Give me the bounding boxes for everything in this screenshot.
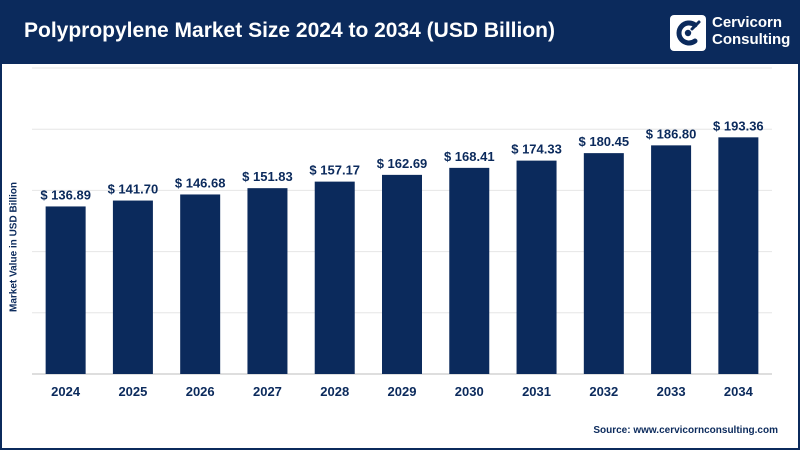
x-tick-2024: 2024 bbox=[51, 384, 81, 399]
data-label-2031: $ 174.33 bbox=[511, 142, 562, 157]
data-label-2025: $ 141.70 bbox=[108, 182, 159, 197]
bar-2032 bbox=[583, 153, 624, 374]
data-label-2029: $ 162.69 bbox=[377, 156, 428, 171]
logo-line-2: Consulting bbox=[712, 31, 791, 48]
x-tick-2025: 2025 bbox=[118, 384, 147, 399]
cervicorn-logo-icon bbox=[670, 15, 706, 51]
x-tick-2033: 2033 bbox=[657, 384, 686, 399]
bar-2030 bbox=[449, 167, 490, 374]
data-label-2026: $ 146.68 bbox=[175, 175, 226, 190]
brand-logo: Cervicorn Consulting bbox=[670, 11, 794, 55]
x-tick-2027: 2027 bbox=[253, 384, 282, 399]
source-note: Source: www.cervicornconsulting.com bbox=[593, 425, 778, 436]
bar-2025 bbox=[112, 200, 153, 374]
bar-2033 bbox=[651, 145, 692, 374]
x-tick-2034: 2034 bbox=[724, 384, 754, 399]
data-label-2028: $ 157.17 bbox=[309, 163, 360, 178]
data-label-2033: $ 186.80 bbox=[646, 126, 697, 141]
x-tick-2031: 2031 bbox=[522, 384, 551, 399]
bar-2031 bbox=[516, 160, 557, 374]
logo-text: Cervicorn Consulting bbox=[712, 14, 790, 48]
data-label-2027: $ 151.83 bbox=[242, 169, 293, 184]
bar-2026 bbox=[180, 194, 221, 374]
bar-2029 bbox=[382, 174, 422, 374]
logo-line-1: Cervicorn bbox=[712, 14, 783, 31]
chart-title: Polypropylene Market Size 2024 to 2034 (… bbox=[24, 19, 555, 42]
bar-2024 bbox=[45, 206, 86, 374]
bar-2027 bbox=[247, 188, 288, 374]
bar-2034 bbox=[718, 137, 759, 374]
x-tick-2026: 2026 bbox=[186, 384, 215, 399]
header-bar: Polypropylene Market Size 2024 to 2034 (… bbox=[2, 2, 798, 64]
x-tick-2030: 2030 bbox=[455, 384, 484, 399]
data-label-2030: $ 168.41 bbox=[444, 149, 495, 164]
data-label-2034: $ 193.36 bbox=[713, 118, 764, 133]
x-tick-2032: 2032 bbox=[589, 384, 618, 399]
x-tick-2028: 2028 bbox=[320, 384, 349, 399]
x-tick-2029: 2029 bbox=[388, 384, 417, 399]
data-label-2032: $ 180.45 bbox=[579, 134, 630, 149]
bar-2028 bbox=[314, 181, 355, 374]
data-label-2024: $ 136.89 bbox=[40, 187, 91, 202]
